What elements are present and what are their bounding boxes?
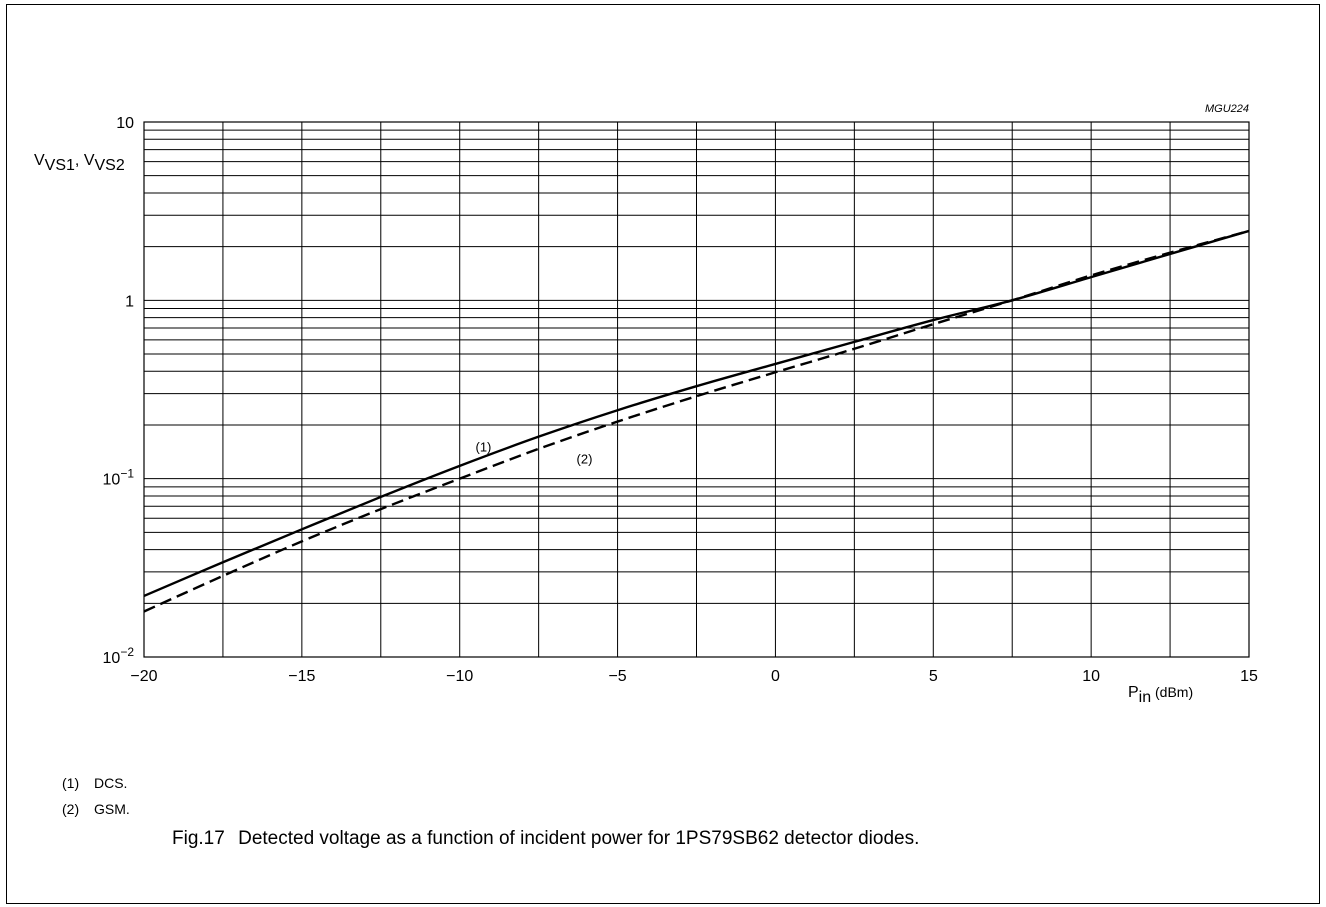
plot-border [143,121,1250,658]
chart-series [143,229,1250,613]
note-1: (1) DCS. [62,775,127,791]
x-tick-label: 0 [771,668,780,685]
figure-frame [6,4,1320,904]
chart-tick-labels: −20 −15 −10 −5 0 5 10 15 10 1 10−1 10−2 [103,115,1258,685]
x-tick-label: −5 [608,668,626,685]
x-axis-label-unit: (dBm) [1151,684,1193,700]
y-axis-label-sep: , [75,152,84,169]
series-line-1 [143,229,1250,598]
y-axis-label-sub-1: VS1 [45,157,75,174]
chart: (1) (2) −20 −15 −10 −5 0 5 10 15 10 1 10−1 10−2 MGU2… [34,103,1258,706]
figure-code: MGU224 [1205,103,1249,115]
x-axis-label: Pin (dBm) [1128,684,1193,706]
y-axis-label-main-2: V [84,152,95,169]
x-tick-label: −15 [288,668,315,685]
curve-label-1: (1) [476,440,492,455]
x-tick-label: 10 [1082,668,1100,685]
chart-grid [143,121,1250,658]
y-axis-label-main-1: V [34,152,45,169]
y-tick-label: 10 [116,115,134,132]
x-axis-label-main: P [1128,684,1139,701]
note-1-number: (1) [62,775,80,791]
series-line-2 [143,229,1250,613]
note-2: (2) GSM. [62,801,130,817]
figure-number: Fig.17 [172,828,225,849]
x-tick-label: 5 [929,668,938,685]
figure-caption-text: Detected voltage as a function of incide… [238,828,920,849]
x-tick-label: −10 [446,668,473,685]
note-2-number: (2) [62,801,80,817]
y-tick-label: 1 [125,293,134,310]
x-tick-label: −20 [130,668,157,685]
y-axis-label: VVS1, VVS2 [34,152,125,174]
chart-annotations: (1) (2) [476,440,593,467]
x-axis-label-sub: in [1139,689,1151,706]
note-2-text: GSM. [94,801,130,817]
y-tick-label: 10−1 [103,467,135,489]
curve-label-2: (2) [577,451,593,466]
y-axis-label-sub-2: VS2 [94,157,124,174]
figure-caption: Fig.17 Detected voltage as a function of… [172,828,919,850]
x-tick-label: 15 [1240,668,1258,685]
y-tick-label: 10−2 [103,645,135,667]
note-1-text: DCS. [94,775,128,791]
